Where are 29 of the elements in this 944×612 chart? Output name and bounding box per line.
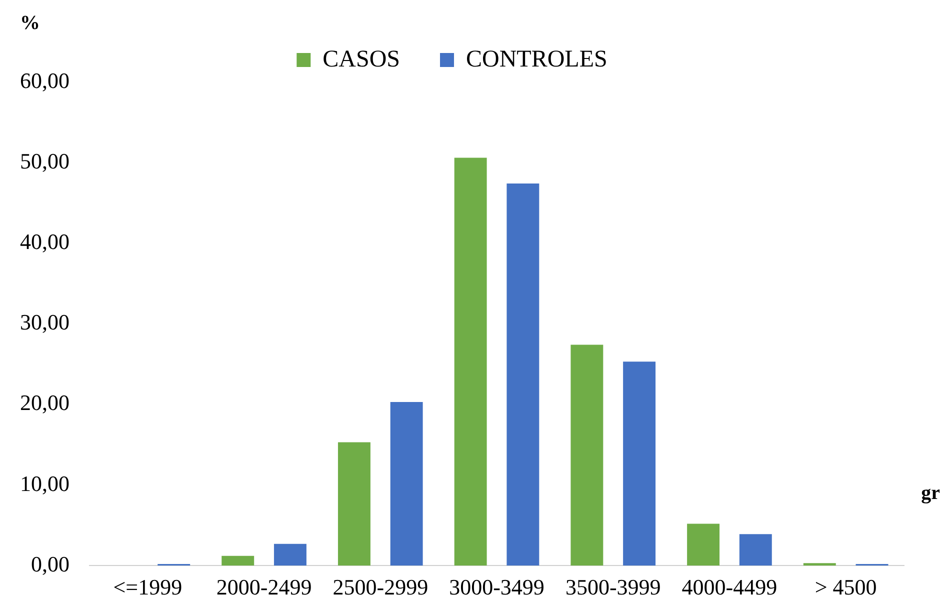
x-tick-label: 4000-4499 <box>682 574 778 600</box>
bar <box>338 442 370 566</box>
y-tick-label: 40,00 <box>20 228 70 254</box>
legend-label: CONTROLES <box>466 46 608 72</box>
x-tick-label: <=1999 <box>113 574 182 600</box>
bar <box>506 184 540 566</box>
legend-label: CASOS <box>322 46 400 72</box>
y-tick-label: 30,00 <box>20 310 70 335</box>
y-tick-label: 0,00 <box>31 551 70 576</box>
x-axis-title: gr <box>921 482 940 505</box>
bar <box>570 344 604 566</box>
bar <box>623 362 656 566</box>
y-tick-label: 60,00 <box>20 68 70 93</box>
x-tick-label: 2000-2499 <box>216 574 312 600</box>
bar <box>274 544 306 566</box>
bar <box>739 534 772 566</box>
y-tick-label: 10,00 <box>20 470 70 496</box>
bar <box>803 563 836 566</box>
bar <box>222 556 254 566</box>
y-tick-label: 20,00 <box>20 390 70 416</box>
y-axis-title: % <box>20 12 40 35</box>
x-tick-label: 2500-2999 <box>332 574 428 600</box>
x-tick-label: 3500-3999 <box>565 574 661 600</box>
bar <box>390 402 423 566</box>
x-tick-label: > 4500 <box>814 574 877 600</box>
bar <box>687 524 720 566</box>
x-tick-label: 3000-3499 <box>449 574 544 600</box>
y-tick-label: 50,00 <box>20 148 70 174</box>
bar <box>454 158 487 566</box>
